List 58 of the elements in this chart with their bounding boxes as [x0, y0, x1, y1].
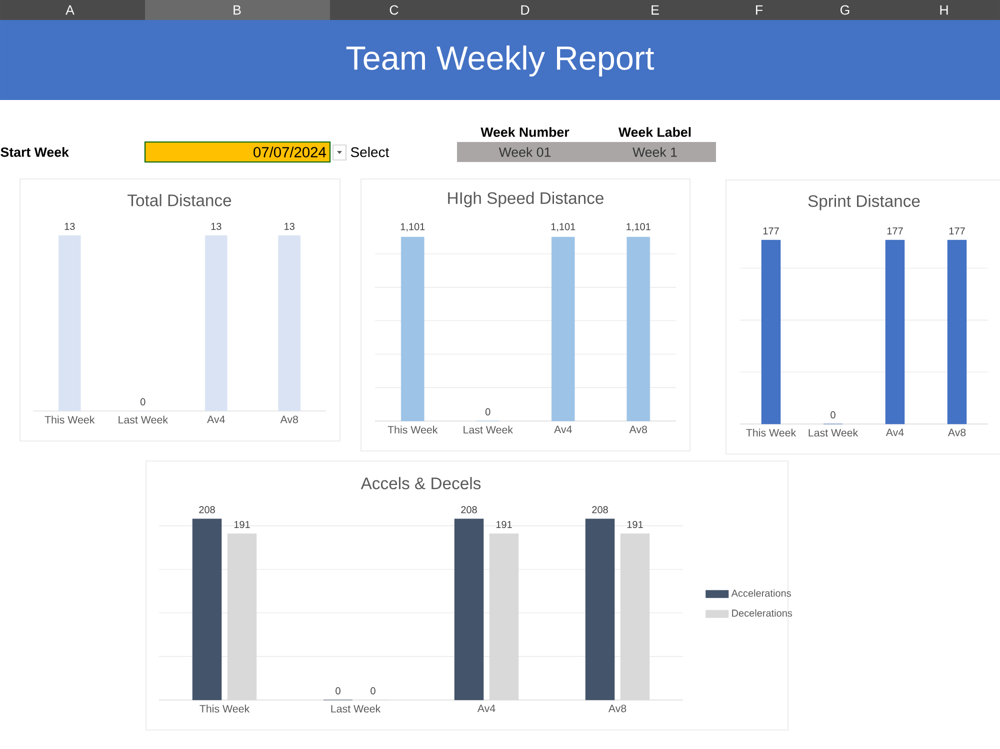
- x-tick-label: Av4: [207, 416, 225, 424]
- data-label: 191: [234, 520, 250, 528]
- x-tick-label: Av4: [477, 704, 496, 712]
- text: G: [840, 5, 850, 15]
- text: Team Weekly Report: [346, 45, 654, 77]
- x-tick-label: Last Week: [464, 426, 513, 434]
- data-label: 1,101: [551, 223, 576, 232]
- data-label: 0: [336, 687, 340, 694]
- data-label: 13: [284, 222, 294, 230]
- x-tick-label: Last Week: [808, 428, 858, 437]
- data-label: 208: [592, 506, 608, 514]
- x-tick-label: Av4: [886, 428, 904, 436]
- data-label: 13: [211, 222, 222, 230]
- x-tick-label: Last Week: [331, 704, 381, 713]
- text: A: [66, 5, 74, 15]
- data-label: 0: [485, 408, 490, 416]
- data-label: 177: [949, 228, 965, 234]
- data-label: 1,101: [626, 223, 650, 232]
- text: Start Week: [0, 147, 69, 157]
- chart-title: Total Distance: [128, 194, 232, 206]
- data-label: 191: [627, 520, 643, 528]
- x-tick-label: This Week: [200, 704, 250, 713]
- x-tick-label: Av4: [554, 426, 572, 434]
- x-tick-label: Av8: [948, 428, 966, 436]
- text: F: [756, 5, 763, 15]
- x-tick-label: Last Week: [118, 416, 168, 424]
- data-label: 0: [140, 398, 146, 406]
- x-tick-label: Av8: [608, 704, 626, 712]
- chart-title: Sprint Distance: [808, 194, 920, 210]
- data-label: 208: [461, 506, 477, 514]
- data-label: 13: [64, 222, 75, 230]
- data-label: 0: [830, 411, 836, 418]
- x-tick-label: Av8: [280, 416, 298, 424]
- x-tick-label: This Week: [388, 426, 438, 434]
- legend-label: Decelerations: [732, 609, 792, 617]
- text: 07/07/2024: [254, 146, 326, 158]
- x-tick-label: Av8: [629, 426, 647, 434]
- text: Week Label: [618, 127, 691, 137]
- text: D: [521, 5, 530, 15]
- legend-label: Accelerations: [731, 589, 791, 597]
- x-tick-label: This Week: [746, 428, 796, 437]
- text: B: [234, 5, 241, 15]
- text: Select: [350, 146, 390, 158]
- data-label: 208: [199, 506, 215, 514]
- x-tick-label: This Week: [44, 416, 95, 424]
- data-label: 0: [370, 687, 376, 694]
- text: Week 1: [632, 147, 677, 157]
- text: H: [940, 5, 948, 15]
- chart-title: HIgh Speed Distance: [448, 192, 604, 208]
- data-label: 177: [763, 228, 779, 234]
- data-label: 177: [887, 228, 903, 234]
- text: Week 01: [498, 147, 551, 157]
- data-label: 191: [496, 520, 512, 528]
- chart-title: Accels & Decels: [360, 477, 481, 490]
- data-label: 1,101: [400, 223, 425, 232]
- text: E: [652, 5, 659, 15]
- text: C: [390, 5, 398, 15]
- text: Week Number: [480, 127, 570, 137]
